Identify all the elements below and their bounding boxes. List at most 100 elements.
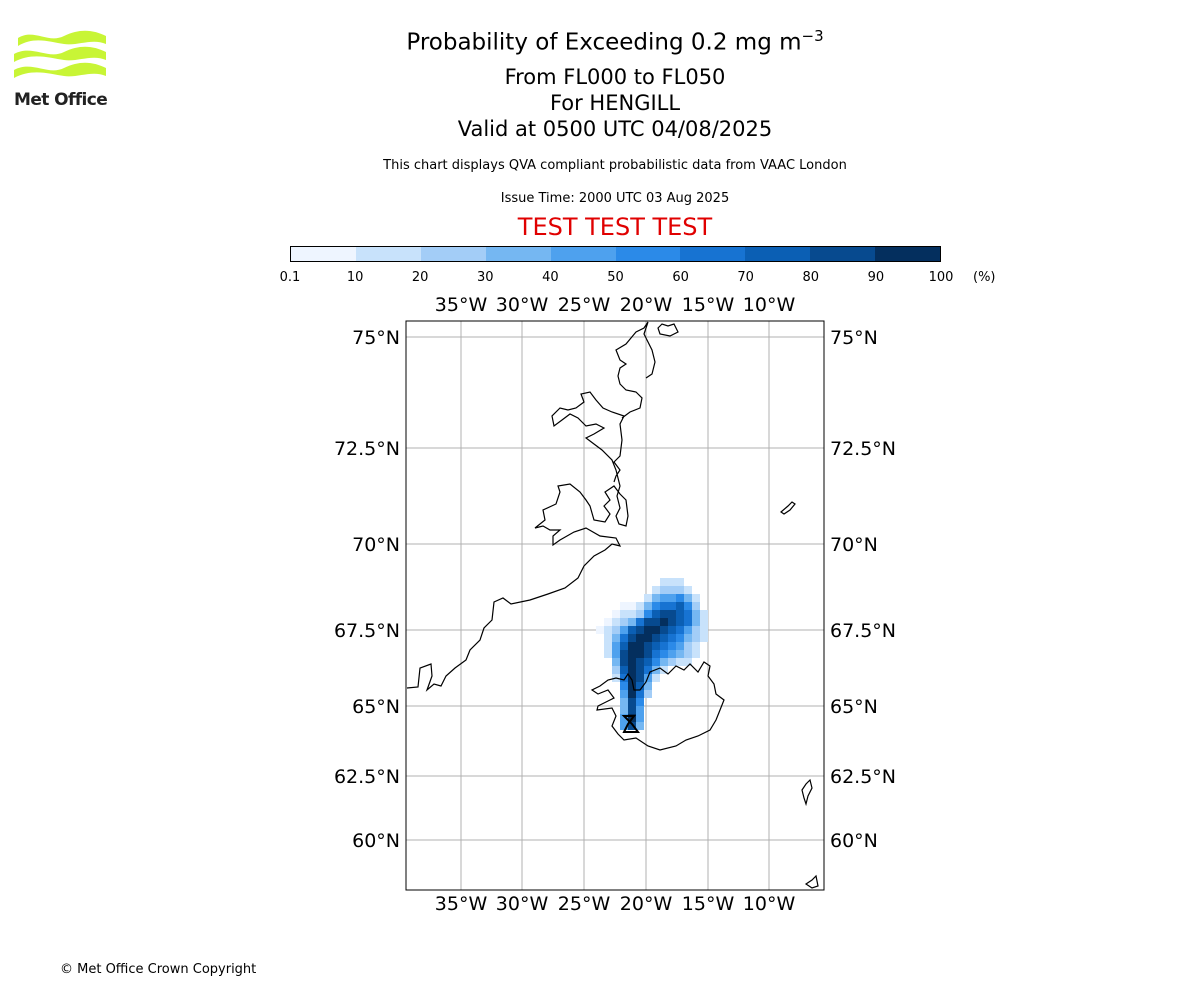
- colorbar-tick-label: 30: [477, 270, 494, 285]
- colorbar-segment: [355, 247, 421, 261]
- plume-cell: [692, 634, 700, 642]
- plume-cell: [676, 586, 684, 594]
- colorbar-tick-label: 10: [346, 270, 364, 285]
- plume-cell: [684, 626, 692, 634]
- issue-time: Issue Time: 2000 UTC 03 Aug 2025: [500, 191, 730, 206]
- plume-cell: [676, 634, 684, 642]
- plume-cell: [644, 682, 652, 690]
- level-range: From FL000 to FL050: [504, 65, 726, 89]
- plume-cell: [604, 618, 612, 626]
- title-main: Probability of Exceeding 0.2 mg m: [406, 29, 802, 56]
- longitude-label-bottom: 15°W: [682, 893, 735, 915]
- plume-cell: [644, 666, 652, 674]
- plume-cell: [636, 626, 644, 634]
- latitude-label-right: 67.5°N: [830, 620, 896, 642]
- plume-cell: [676, 578, 684, 586]
- plume-cell: [652, 658, 660, 666]
- plume-cell: [652, 642, 660, 650]
- plume-cell: [660, 666, 668, 674]
- plume-cell: [628, 610, 636, 618]
- plume-cell: [628, 618, 636, 626]
- plume-cell: [620, 682, 628, 690]
- plume-cell: [676, 642, 684, 650]
- plume-cell: [700, 610, 708, 618]
- plume-cell: [628, 658, 636, 666]
- faroe-islands-coastline: [801, 778, 813, 807]
- plume-cell: [668, 618, 676, 626]
- latitude-label-left: 62.5°N: [334, 766, 400, 788]
- shetland-coastline: [804, 874, 819, 889]
- plume-cell: [676, 602, 684, 610]
- plume-cell: [684, 618, 692, 626]
- colorbar: [290, 246, 941, 262]
- jan-mayen-coastline: [780, 501, 796, 515]
- plume-cell: [692, 642, 700, 650]
- plume-cell: [620, 650, 628, 658]
- plume-cell: [644, 626, 652, 634]
- colorbar-tick-label: 60: [672, 270, 689, 285]
- plume-cell: [660, 650, 668, 658]
- plume-cell: [676, 618, 684, 626]
- colorbar-tick-label: 0.1: [279, 270, 301, 285]
- plume-cell: [628, 626, 636, 634]
- plume-cell: [676, 610, 684, 618]
- plume-cell: [636, 602, 644, 610]
- plume-cell: [660, 578, 668, 586]
- latitude-label-right: 75°N: [830, 327, 878, 349]
- plume-cell: [636, 722, 644, 730]
- plume-cell: [668, 594, 676, 602]
- latitude-label-left: 60°N: [352, 830, 400, 852]
- plume-cell: [684, 602, 692, 610]
- plume-cell: [644, 650, 652, 658]
- plume-cell: [636, 682, 644, 690]
- latitude-label-left: 72.5°N: [334, 438, 400, 460]
- plume-cell: [628, 602, 636, 610]
- latitude-label-right: 62.5°N: [830, 766, 896, 788]
- plume-cell: [652, 594, 660, 602]
- plume-cell: [644, 610, 652, 618]
- valid-time: Valid at 0500 UTC 04/08/2025: [457, 117, 773, 141]
- plume-cell: [628, 674, 636, 682]
- plume-cell: [644, 618, 652, 626]
- longitude-label-bottom: 10°W: [743, 893, 796, 915]
- plume-cell: [676, 650, 684, 658]
- plume-cell: [684, 586, 692, 594]
- latitude-label-right: 65°N: [830, 696, 878, 718]
- chart-description: This chart displays QVA compliant probab…: [383, 158, 847, 173]
- plume-cell: [676, 594, 684, 602]
- colorbar-tick-label: 20: [411, 270, 429, 285]
- plume-cell: [604, 650, 612, 658]
- plume-cell: [660, 642, 668, 650]
- iceland-coastline: [590, 661, 725, 751]
- coastline: [406, 321, 819, 889]
- plume-cell: [628, 666, 636, 674]
- longitude-label-bottom: 25°W: [558, 893, 611, 915]
- plume-cell: [620, 674, 628, 682]
- plume-cell: [612, 658, 620, 666]
- plume-cell: [652, 618, 660, 626]
- plume-cell: [636, 674, 644, 682]
- plume-cell: [620, 642, 628, 650]
- plume-cell: [700, 618, 708, 626]
- plume-cell: [636, 610, 644, 618]
- plume-cell: [668, 602, 676, 610]
- plume-cell: [612, 634, 620, 642]
- plume-cell: [628, 650, 636, 658]
- plume-cell: [636, 698, 644, 706]
- plume-cell: [652, 674, 660, 682]
- latitude-label-left: 70°N: [352, 534, 400, 556]
- plume-cell: [620, 690, 628, 698]
- met-office-logo: Met Office: [14, 30, 110, 114]
- plume-cell: [684, 658, 692, 666]
- plume-cell: [636, 634, 644, 642]
- plume-cell: [620, 634, 628, 642]
- latitude-label-right: 70°N: [830, 534, 878, 556]
- plume-cell: [628, 722, 636, 730]
- ne-greenland-coastline-2: [657, 323, 679, 337]
- plume-cell: [660, 594, 668, 602]
- plume-cell: [652, 634, 660, 642]
- plume-cell: [684, 650, 692, 658]
- plume-cell: [660, 610, 668, 618]
- plume-cell: [636, 658, 644, 666]
- plume-cell: [652, 602, 660, 610]
